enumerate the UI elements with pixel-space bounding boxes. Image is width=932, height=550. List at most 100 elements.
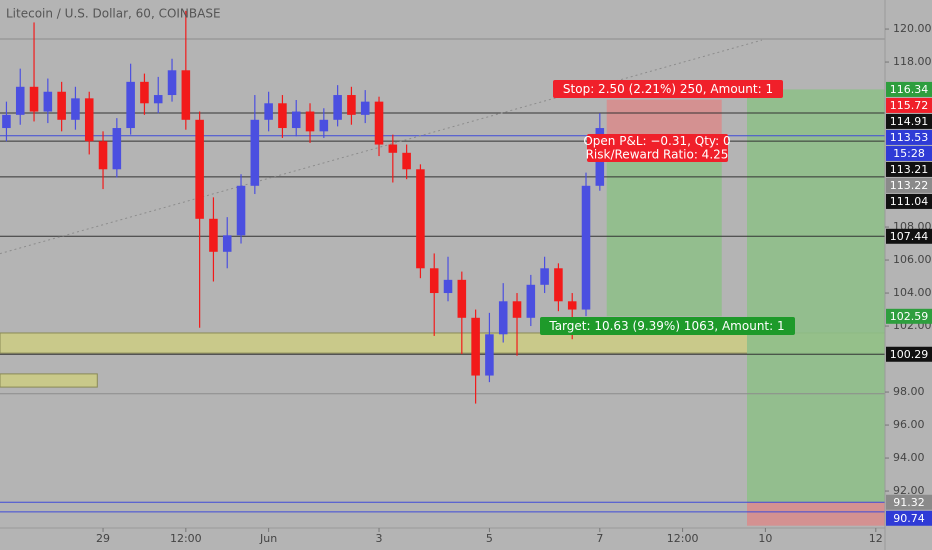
y-tick-label: 98.00 — [893, 385, 925, 398]
candle-body — [126, 81, 135, 129]
target-label: Target: 10.63 (9.39%) 1063, Amount: 1 — [548, 319, 784, 333]
chart-title: Litecoin / U.S. Dollar, 60, COINBASE — [6, 7, 221, 21]
price-label: 107.44 — [890, 230, 929, 243]
candle-body — [540, 268, 549, 285]
price-label-box — [886, 81, 932, 97]
price-label: 113.53 — [890, 131, 929, 144]
x-tick-label: 3 — [376, 532, 383, 545]
price-label-box — [886, 129, 932, 145]
candle-body — [333, 95, 342, 120]
candle-body — [278, 103, 287, 129]
candle-body — [112, 128, 122, 170]
rr-label: Risk/Reward Ratio: 4.25 — [586, 148, 729, 162]
candle-body — [388, 144, 398, 153]
candle-body — [347, 95, 356, 115]
y-tick-label: 96.00 — [893, 418, 925, 431]
x-tick-label: 12 — [869, 532, 883, 545]
candle-body — [485, 334, 494, 376]
price-label-box — [886, 177, 932, 193]
candle-body — [15, 86, 25, 115]
price-label: 113.21 — [890, 163, 929, 176]
candle-body — [167, 70, 177, 96]
candle-body — [222, 235, 232, 252]
candle-body — [140, 81, 149, 104]
reward-zone — [747, 89, 885, 503]
candle-body — [429, 268, 439, 294]
stop-box — [553, 80, 783, 98]
price-label: 111.04 — [890, 195, 929, 208]
candle-body — [181, 70, 191, 120]
trend-line — [0, 39, 763, 255]
price-label-box — [886, 145, 932, 161]
y-tick-label: 104.00 — [893, 286, 932, 299]
x-tick-label: 7 — [596, 532, 603, 545]
x-tick-label: 5 — [486, 532, 493, 545]
candle-body — [443, 279, 453, 294]
price-label: 102.59 — [890, 310, 929, 323]
zone — [0, 373, 98, 388]
candle-body — [581, 185, 591, 310]
candle-body — [291, 111, 301, 129]
price-label-box — [886, 161, 932, 177]
price-label-box — [886, 228, 932, 244]
price-label: 116.34 — [890, 83, 929, 96]
price-label-box — [886, 346, 932, 362]
x-tick-label: 10 — [758, 532, 772, 545]
candle-body — [264, 103, 273, 120]
candle-body — [554, 268, 563, 302]
x-tick-label: 12:00 — [170, 532, 202, 545]
x-tick-label: 12:00 — [667, 532, 699, 545]
stop-label: Stop: 2.50 (2.21%) 250, Amount: 1 — [563, 82, 773, 96]
candle-body — [360, 101, 370, 115]
y-tick-label: 120.00 — [893, 22, 932, 35]
price-label-box — [886, 510, 932, 526]
candle-body — [374, 101, 384, 145]
price-label-box — [886, 97, 932, 113]
candle-body — [43, 91, 53, 112]
annotations: Stop: 2.50 (2.21%) 250, Amount: 1 Open P… — [540, 80, 795, 335]
candle-body — [416, 169, 425, 269]
candle-body — [209, 218, 218, 252]
candle-body — [305, 111, 315, 132]
price-label: 115.72 — [890, 99, 929, 112]
reward-zone — [606, 140, 722, 317]
candle-body — [71, 98, 80, 120]
candle-body — [236, 185, 246, 236]
price-label: 113.22 — [890, 179, 929, 192]
candle-body — [2, 114, 11, 129]
candle-body — [498, 301, 508, 335]
pnl-box — [587, 134, 728, 162]
candle-body — [250, 119, 260, 186]
candle-body — [98, 141, 108, 170]
y-tick-label: 92.00 — [893, 484, 925, 497]
candle-body — [319, 119, 329, 132]
price-label-box — [886, 308, 932, 324]
price-label: 15:28 — [893, 147, 925, 160]
candle-body — [567, 301, 577, 310]
price-label: 114.91 — [890, 115, 929, 128]
y-tick-label: 118.00 — [893, 55, 932, 68]
y-tick-label: 106.00 — [893, 253, 932, 266]
risk-zone — [747, 502, 885, 526]
y-tick-label: 94.00 — [893, 451, 925, 464]
candle-body — [402, 152, 411, 170]
price-label: 91.32 — [893, 496, 925, 509]
price-label-box — [886, 113, 932, 129]
price-label: 100.29 — [890, 348, 929, 361]
price-label-box — [886, 494, 932, 510]
candle-body — [153, 95, 163, 104]
candle-body — [512, 301, 522, 318]
candle-body — [526, 284, 536, 318]
candle-body — [29, 86, 39, 112]
candle-body — [57, 91, 66, 120]
pnl-label: Open P&L: −0.31, Qty: 0 — [583, 134, 730, 148]
candle-body — [457, 279, 467, 318]
price-label-box — [886, 193, 932, 209]
x-tick-label: 29 — [96, 532, 110, 545]
candle-body — [195, 119, 204, 219]
target-box — [540, 317, 795, 335]
x-tick-label: Jun — [259, 532, 277, 545]
price-label: 90.74 — [893, 512, 925, 525]
